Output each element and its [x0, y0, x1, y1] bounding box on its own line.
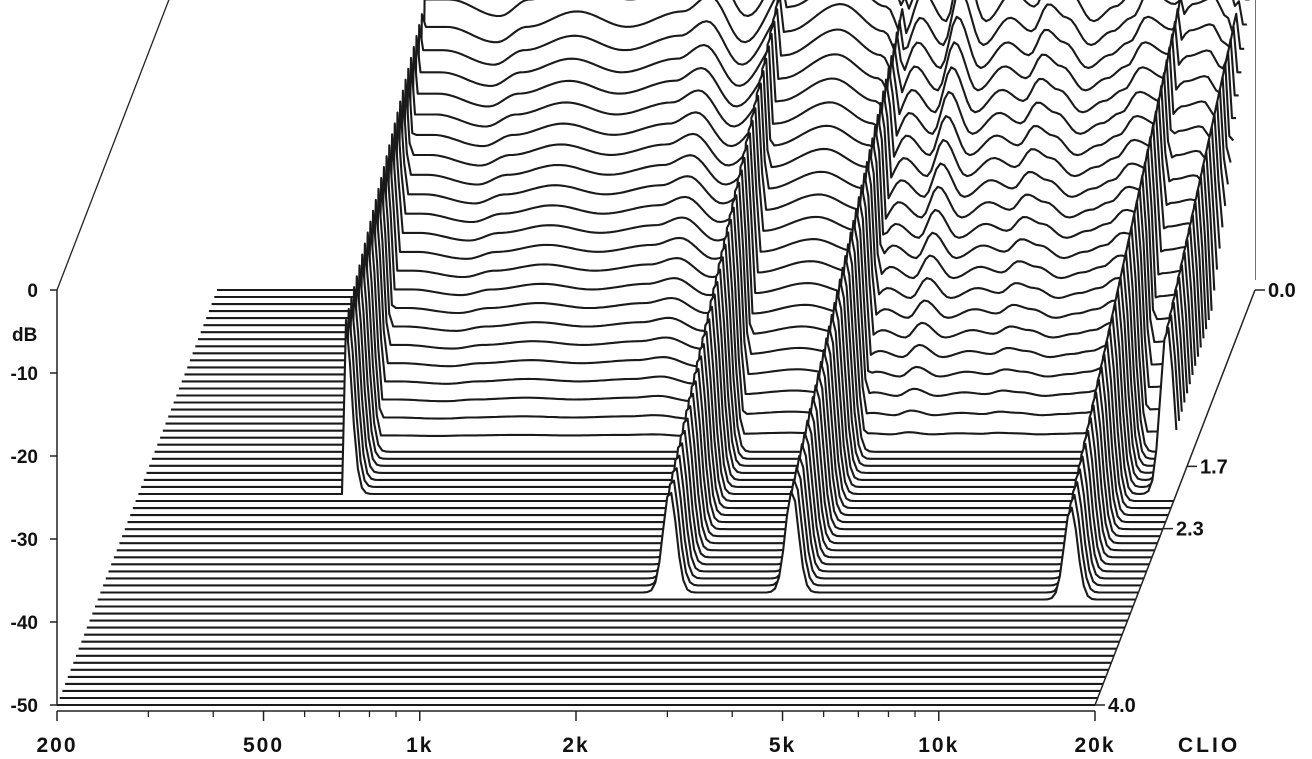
y-axis-unit-label: dB [12, 325, 37, 346]
y-tick-label: 0 [27, 281, 38, 302]
z-tick-label: 0.0 [1268, 280, 1296, 302]
x-tick-label: 200 [36, 734, 77, 757]
left-depth-edge [56, 0, 170, 291]
slice-line [160, 212, 1200, 439]
x-tick-label: 20k [1074, 734, 1115, 757]
slice-line [105, 466, 1144, 580]
slice-line [143, 289, 1183, 481]
chart-axes: dB CLIO 0 -10 -20 -30 -40 -50 200 500 1k 2k 5k 10k 2… [11, 280, 1296, 757]
slice-line [165, 187, 1205, 425]
slice-line [154, 238, 1194, 453]
y-tick-label: -40 [11, 613, 38, 634]
slice-line [103, 478, 1142, 587]
slice-fill [168, 175, 1207, 426]
slice-line [146, 276, 1186, 474]
y-tick-label: -30 [11, 530, 38, 551]
z-tick-label: 1.7 [1200, 456, 1228, 478]
slice-line [168, 174, 1208, 418]
z-tick-label: 4.0 [1108, 695, 1136, 717]
brand-label: CLIO [1178, 734, 1240, 757]
slice-line [111, 442, 1150, 566]
slice-line [119, 404, 1158, 545]
y-tick-label: -20 [11, 447, 38, 468]
slice-line [157, 225, 1197, 446]
slice-line [127, 366, 1166, 524]
slice-line [149, 263, 1189, 467]
x-tick-label: 500 [243, 734, 284, 757]
y-tick-label: -10 [11, 364, 38, 385]
slice-line [151, 250, 1191, 460]
slice-line [100, 490, 1139, 594]
slice-line [124, 378, 1163, 531]
slice-fill [170, 162, 1209, 419]
x-tick-label: 2k [562, 734, 589, 757]
x-tick-label: 1k [406, 734, 433, 757]
x-tick-label: 5k [769, 734, 796, 757]
z-tick-label: 2.3 [1176, 519, 1204, 541]
slice-line [108, 454, 1147, 573]
slice-line [138, 314, 1178, 496]
slice-line [116, 417, 1155, 552]
slice-line [122, 391, 1161, 538]
slice-line [135, 327, 1174, 503]
slice-line [141, 302, 1181, 488]
x-tick-label: 10k [918, 734, 959, 757]
y-tick-label: -50 [11, 696, 38, 717]
z-axis-line [1094, 289, 1256, 706]
slice-line [162, 199, 1202, 432]
slice-fill [138, 315, 1177, 503]
slice-line [130, 353, 1169, 517]
slice-line [113, 429, 1152, 559]
slice-line [132, 340, 1171, 510]
waterfall-slices [57, 0, 1255, 714]
slice-line [97, 506, 1136, 601]
